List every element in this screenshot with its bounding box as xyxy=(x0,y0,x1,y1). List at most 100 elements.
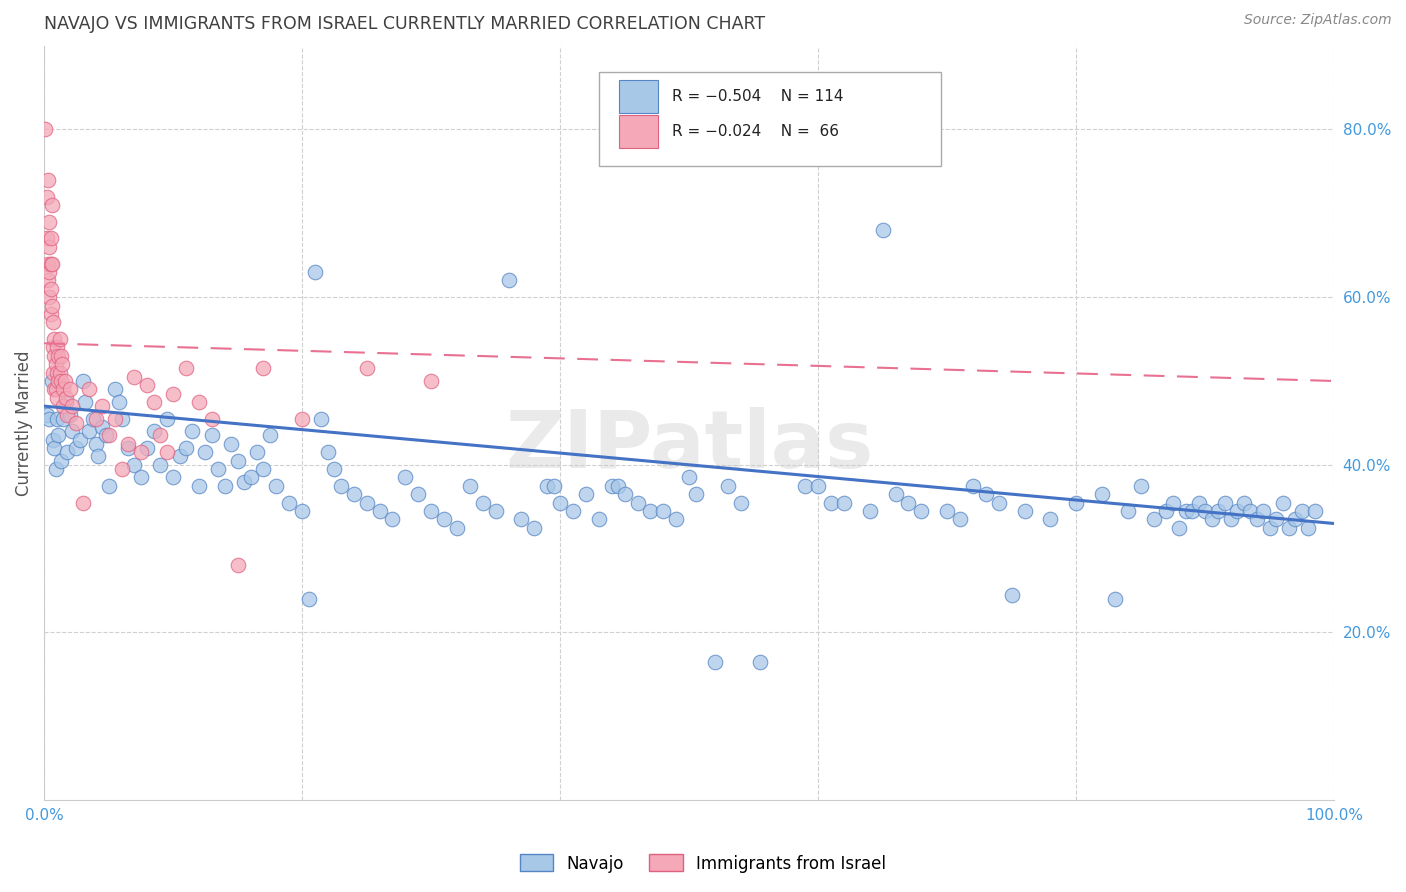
Point xyxy=(110,411,132,425)
Point xyxy=(820,495,842,509)
Point xyxy=(1246,512,1268,526)
Point xyxy=(226,453,249,467)
Point xyxy=(46,391,69,405)
Point xyxy=(381,512,404,526)
Point xyxy=(129,445,152,459)
Point xyxy=(730,495,752,509)
Point xyxy=(640,504,662,518)
Point xyxy=(807,479,830,493)
Point xyxy=(987,495,1010,509)
Point xyxy=(485,504,508,518)
Text: NAVAJO VS IMMIGRANTS FROM ISRAEL CURRENTLY MARRIED CORRELATION CHART: NAVAJO VS IMMIGRANTS FROM ISRAEL CURRENT… xyxy=(44,15,765,33)
Y-axis label: Currently Married: Currently Married xyxy=(15,351,32,496)
Point xyxy=(1298,521,1320,535)
Point xyxy=(1039,512,1062,526)
Point xyxy=(75,395,97,409)
Point xyxy=(142,395,165,409)
Point xyxy=(588,512,610,526)
Point xyxy=(665,512,688,526)
Point xyxy=(117,441,139,455)
Point xyxy=(652,504,675,518)
Point xyxy=(1104,591,1126,606)
Point xyxy=(39,307,62,321)
Point xyxy=(562,504,585,518)
Point xyxy=(174,361,197,376)
Point xyxy=(187,395,209,409)
Point xyxy=(252,462,274,476)
Point xyxy=(39,231,62,245)
Point xyxy=(356,495,378,509)
Point xyxy=(38,290,60,304)
Point xyxy=(1258,521,1281,535)
Point xyxy=(1251,504,1274,518)
Point xyxy=(162,470,184,484)
Point xyxy=(1168,521,1191,535)
Point xyxy=(65,441,87,455)
Point xyxy=(1091,487,1114,501)
Point xyxy=(77,383,100,397)
Point xyxy=(42,341,65,355)
Point xyxy=(794,479,817,493)
Point xyxy=(239,470,262,484)
Point xyxy=(45,357,67,371)
Point xyxy=(1201,512,1223,526)
Text: Source: ZipAtlas.com: Source: ZipAtlas.com xyxy=(1244,13,1392,28)
FancyBboxPatch shape xyxy=(599,72,941,167)
Point xyxy=(1284,512,1306,526)
Point xyxy=(1303,504,1326,518)
Point xyxy=(110,462,132,476)
Point xyxy=(872,223,894,237)
FancyBboxPatch shape xyxy=(620,115,658,148)
Point xyxy=(1220,512,1243,526)
Point xyxy=(37,173,59,187)
Point xyxy=(56,445,79,459)
Point xyxy=(832,495,855,509)
Point xyxy=(233,475,256,489)
Point xyxy=(1265,512,1288,526)
Point xyxy=(304,265,326,279)
Point xyxy=(69,433,91,447)
Point xyxy=(38,215,60,229)
Point xyxy=(949,512,972,526)
Point xyxy=(1188,495,1211,509)
Point xyxy=(104,411,127,425)
Point xyxy=(77,425,100,439)
Point xyxy=(703,655,725,669)
Point xyxy=(1194,504,1216,518)
Point xyxy=(156,445,179,459)
Point xyxy=(34,122,56,136)
Point xyxy=(142,425,165,439)
Text: R = −0.504    N = 114: R = −0.504 N = 114 xyxy=(672,88,844,103)
Point xyxy=(329,479,352,493)
Point xyxy=(974,487,997,501)
Point xyxy=(52,399,75,413)
Point xyxy=(406,487,429,501)
Point xyxy=(46,411,69,425)
Point xyxy=(749,655,772,669)
Point xyxy=(613,487,636,501)
Point xyxy=(685,487,707,501)
Point xyxy=(48,332,70,346)
Text: R = −0.024    N =  66: R = −0.024 N = 66 xyxy=(672,124,839,139)
Point xyxy=(156,411,179,425)
Point xyxy=(44,441,66,455)
Point xyxy=(323,462,346,476)
Point xyxy=(498,273,520,287)
Point xyxy=(936,504,959,518)
Point xyxy=(600,479,623,493)
Point xyxy=(136,378,159,392)
Point xyxy=(38,411,60,425)
Point xyxy=(187,479,209,493)
Point xyxy=(214,479,236,493)
Point xyxy=(84,437,107,451)
Point xyxy=(717,479,740,493)
Point xyxy=(55,395,77,409)
Point xyxy=(1181,504,1204,518)
Point xyxy=(49,453,72,467)
Point xyxy=(1014,504,1036,518)
Point xyxy=(291,411,314,425)
Point xyxy=(910,504,932,518)
Point xyxy=(129,470,152,484)
Point xyxy=(72,374,94,388)
Point xyxy=(44,332,66,346)
